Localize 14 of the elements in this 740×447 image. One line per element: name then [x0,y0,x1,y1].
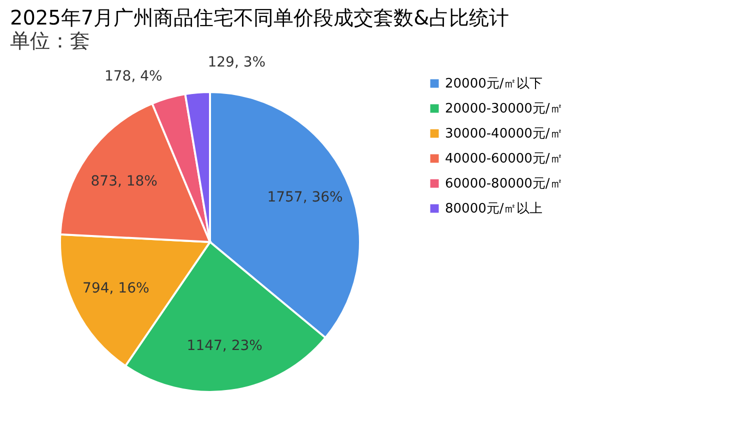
data-label: 794, 16% [82,280,150,297]
chart-subtitle: 单位：套 [10,28,90,53]
data-label: 129, 3% [208,54,266,71]
legend-label: 20000-30000元/㎡ [445,102,563,116]
data-label: 1757, 36% [267,189,343,206]
chart-title: 2025年7月广州商品住宅不同单价段成交套数&占比统计 [10,6,510,30]
legend-label: 20000元/㎡以下 [445,76,543,92]
legend-label: 60000-80000元/㎡ [445,176,563,192]
data-label: 873, 18% [90,174,158,190]
data-label: 1147, 23% [186,338,262,354]
legend-label: 40000-60000元/㎡ [445,152,563,166]
data-label: 178, 4% [104,68,162,85]
legend-label: 80000元/㎡以上 [445,202,543,216]
legend-label: 30000-40000元/㎡ [445,126,563,142]
